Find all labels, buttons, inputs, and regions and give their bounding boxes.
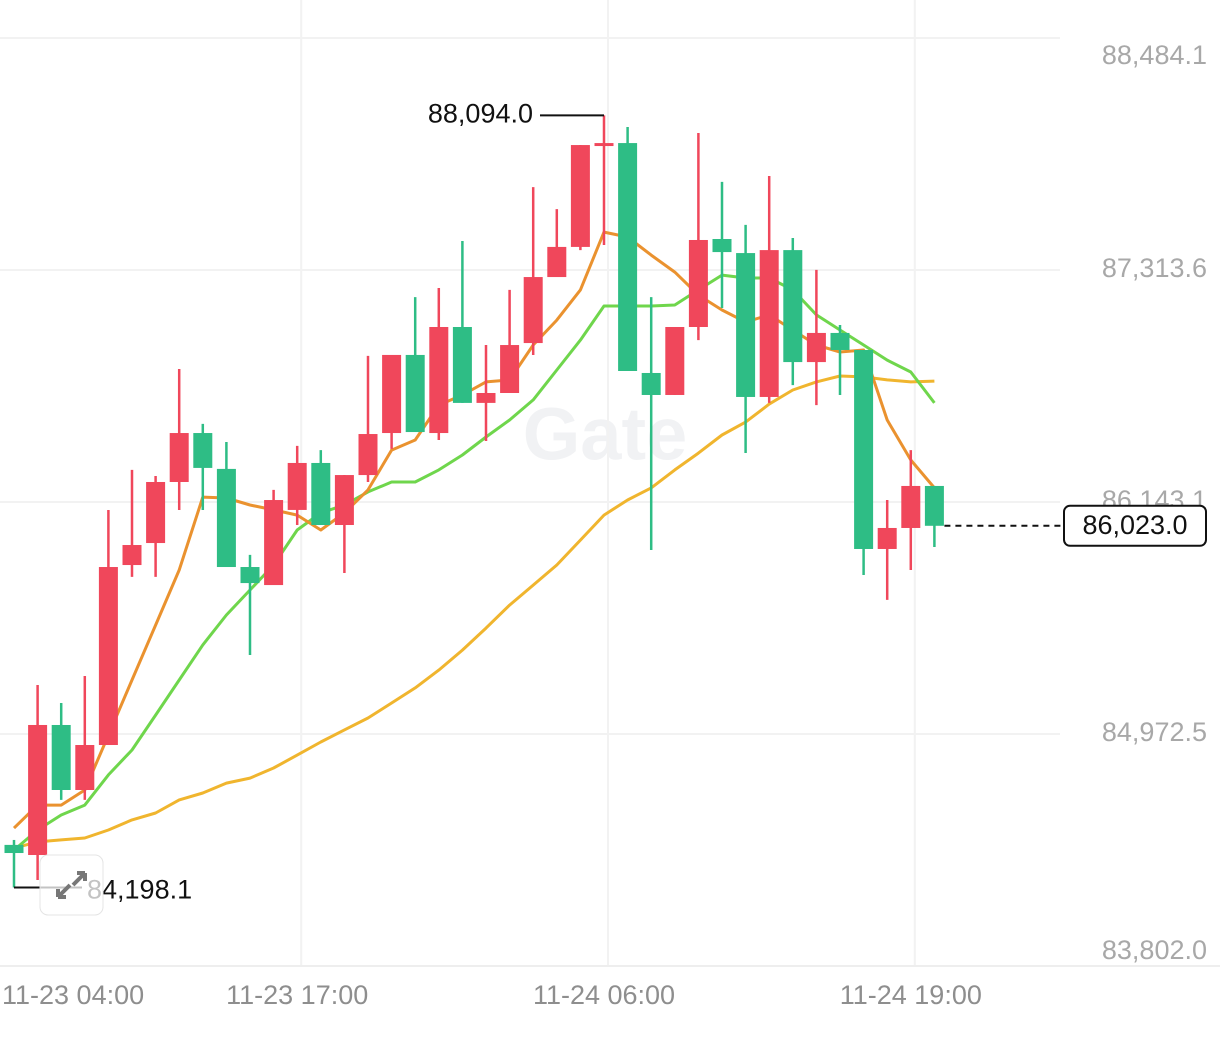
- candle-body: [901, 485, 921, 528]
- last-price-label: 86,023.0: [1082, 510, 1187, 540]
- candle-body: [618, 143, 638, 371]
- candle-body: [429, 326, 449, 434]
- x-tick-label: 11-23 04:00: [2, 980, 144, 1010]
- candle-body: [169, 433, 189, 482]
- candle-body: [500, 345, 520, 393]
- candle-body: [51, 724, 71, 790]
- moving-average-line: [12, 230, 936, 830]
- y-tick-label: 84,972.5: [1102, 717, 1207, 747]
- candle-body: [783, 250, 803, 363]
- candle-body: [28, 724, 48, 856]
- candle-body: [382, 354, 402, 434]
- high-marker-label: 88,094.0: [428, 98, 533, 128]
- candle-body: [4, 844, 24, 854]
- y-tick-label: 88,484.1: [1102, 40, 1207, 70]
- candle-body: [311, 462, 331, 526]
- candle-body: [193, 433, 213, 468]
- candle-body: [924, 485, 944, 526]
- candle-body: [240, 567, 260, 584]
- annotations: 88,094.0 84,198.1 86,023.0: [14, 98, 1207, 905]
- candle-body: [358, 434, 378, 476]
- candle-body: [264, 500, 284, 586]
- low-marker-label: 84,198.1: [87, 875, 192, 905]
- y-tick-label: 87,313.6: [1102, 253, 1207, 283]
- expand-button[interactable]: [39, 854, 104, 916]
- candle-body: [688, 239, 708, 327]
- candle-body: [122, 545, 142, 566]
- candle-body: [98, 567, 118, 746]
- candle-body: [594, 143, 614, 147]
- x-tick-label: 11-24 06:00: [533, 980, 675, 1010]
- candle-body: [405, 354, 425, 433]
- candle-body: [854, 349, 874, 549]
- candle-body: [75, 745, 95, 790]
- candle-body: [665, 326, 685, 395]
- candle-body: [877, 527, 897, 549]
- last-price-box: [1063, 504, 1207, 547]
- candle-body: [452, 326, 472, 403]
- moving-average-line: [13, 273, 936, 852]
- moving-average-line: [13, 374, 935, 850]
- candle-body: [641, 372, 661, 395]
- candle-body: [216, 468, 236, 568]
- x-tick-label: 11-24 19:00: [840, 980, 982, 1010]
- x-tick-label: 11-23 17:00: [226, 980, 368, 1010]
- candle-body: [712, 238, 732, 253]
- candle-body: [547, 246, 567, 278]
- y-tick-label: 83,802.0: [1102, 935, 1207, 965]
- candle-body: [759, 250, 779, 397]
- candle-body: [806, 332, 826, 363]
- candle-body: [523, 277, 543, 344]
- candle-body: [146, 481, 166, 544]
- candle-body: [570, 145, 590, 247]
- candles: [4, 115, 944, 888]
- candle-body: [830, 332, 850, 350]
- expand-button-bg[interactable]: [39, 854, 104, 916]
- moving-averages: [12, 230, 936, 852]
- candle-body: [476, 392, 496, 403]
- candle-body: [334, 475, 354, 526]
- grid: 83,802.084,972.586,143.187,313.688,484.1…: [0, 0, 1220, 1010]
- watermark: Gate: [523, 393, 688, 476]
- candle-body: [287, 462, 307, 510]
- expand-icon: [56, 871, 87, 899]
- candle-body: [736, 253, 756, 397]
